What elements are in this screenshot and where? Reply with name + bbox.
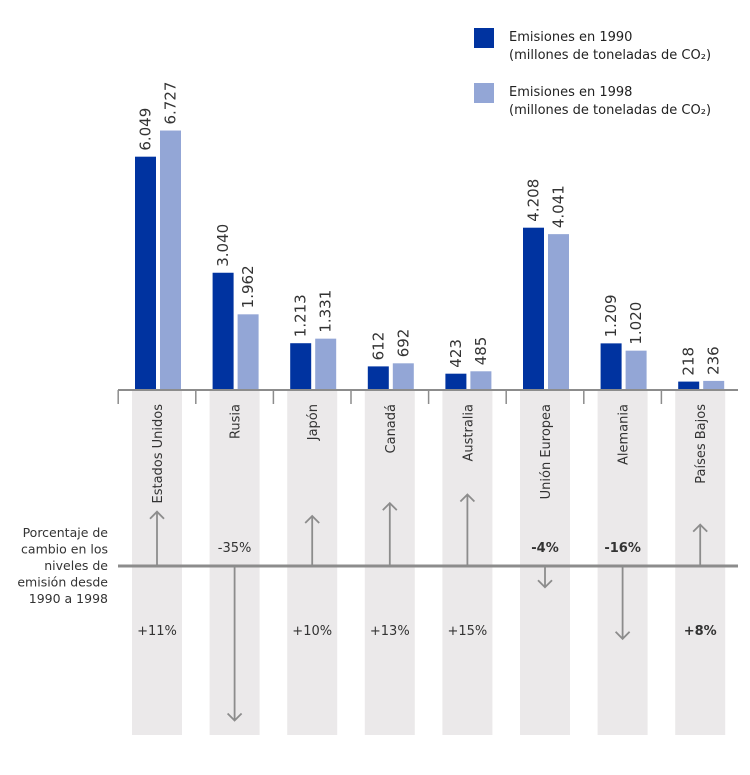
bar-1990-rusia	[212, 272, 234, 390]
change-label-países-bajos: +8%	[684, 624, 717, 639]
change-label-rusia: -35%	[218, 541, 252, 556]
category-label-japón: Japón	[306, 404, 321, 441]
change-labels: +11% -35% +10% +13% +15% -4% -16% +8%	[137, 541, 717, 639]
band-unión-europea	[520, 390, 570, 735]
bar-1998-países-bajos	[703, 380, 725, 390]
legend-label-1990: Emisiones en 1990	[509, 30, 632, 45]
change-label-japón: +10%	[292, 624, 332, 639]
change-arrowhead-canadá	[382, 501, 398, 511]
value-label-1990-canadá: 612	[369, 332, 387, 361]
change-arrows	[149, 493, 708, 722]
change-arrowhead-unión-europea	[537, 579, 553, 589]
bar-1998-unión-europea	[548, 234, 569, 390]
change-arrowhead-estados-unidos	[149, 510, 165, 520]
value-label-1990-japón: 1.213	[292, 294, 310, 337]
change-label-unión-europea: -4%	[531, 541, 558, 556]
bar-1998-japón	[315, 338, 337, 390]
value-label-1998-estados-unidos: 6.727	[162, 82, 180, 125]
bar-1990-australia	[445, 373, 467, 390]
value-label-1990-rusia: 3.040	[214, 224, 232, 267]
value-label-1998-australia: 485	[472, 337, 490, 366]
value-label-1998-unión-europea: 4.041	[550, 185, 568, 228]
legend-label-1998: Emisiones en 1998	[509, 85, 632, 100]
value-label-1990-australia: 423	[447, 339, 465, 368]
category-label-canadá: Canadá	[384, 404, 399, 453]
value-label-1998-japón: 1.331	[317, 290, 335, 333]
x-axis	[117, 389, 738, 568]
change-label-canadá: +13%	[370, 624, 410, 639]
legend-label-1998: (millones de toneladas de CO₂)	[509, 103, 711, 118]
bar-1990-estados-unidos	[135, 156, 156, 390]
category-label-unión-europea: Unión Europea	[539, 404, 554, 499]
bar-1998-rusia	[237, 314, 259, 390]
value-label-1990-países-bajos: 218	[680, 347, 698, 376]
change-arrowhead-rusia	[226, 712, 243, 722]
bar-1998-australia	[470, 371, 492, 390]
bar-1990-canadá	[367, 366, 389, 390]
legend-swatch-1990	[474, 28, 494, 48]
value-label-1998-países-bajos: 236	[705, 346, 723, 375]
category-label-rusia: Rusia	[229, 404, 244, 439]
legend-label-1990: (millones de toneladas de CO₂)	[509, 48, 711, 63]
change-label-estados-unidos: +11%	[137, 624, 177, 639]
category-bands	[132, 390, 726, 735]
value-label-1990-unión-europea: 4.208	[525, 179, 543, 222]
change-title-line: 1990 a 1998	[29, 591, 108, 606]
value-label-1998-canadá: 692	[394, 329, 412, 358]
change-title-line: cambio en los	[21, 542, 108, 557]
category-label-países-bajos: Países Bajos	[694, 404, 709, 484]
legend-swatch-1998	[474, 83, 494, 103]
bars	[135, 130, 725, 390]
bar-1990-alemania	[600, 343, 622, 390]
bar-1998-estados-unidos	[160, 130, 181, 390]
change-arrowhead-alemania	[614, 631, 631, 641]
value-label-1998-rusia: 1.962	[239, 265, 257, 308]
category-labels: Estados Unidos Rusia Japón Canadá Australia U…	[151, 404, 709, 504]
bar-1998-alemania	[625, 350, 647, 390]
change-arrowhead-japón	[304, 514, 320, 524]
category-label-alemania: Alemania	[617, 404, 632, 465]
change-title-line: emisión desde	[17, 575, 108, 590]
value-labels: 6.049 6.727 3.040 1.962 1.213 1.331 612 692 423 4…	[137, 82, 723, 376]
value-label-1990-estados-unidos: 6.049	[137, 108, 155, 151]
bar-1998-canadá	[392, 363, 414, 390]
change-title-line: Porcentaje de	[23, 525, 109, 540]
value-label-1990-alemania: 1.209	[602, 294, 620, 337]
category-label-estados-unidos: Estados Unidos	[151, 404, 166, 504]
change-arrowhead-países-bajos	[692, 523, 708, 533]
bar-1990-países-bajos	[678, 381, 700, 390]
change-title-line: niveles de	[44, 558, 108, 573]
bar-1990-unión-europea	[523, 227, 544, 390]
change-label-australia: +15%	[448, 624, 488, 639]
value-label-1998-alemania: 1.020	[627, 302, 645, 345]
legend: Emisiones en 1990 (millones de toneladas …	[474, 28, 711, 118]
change-label-alemania: -16%	[604, 541, 641, 556]
change-arrowhead-australia	[459, 493, 476, 503]
category-label-australia: Australia	[461, 404, 476, 462]
bar-1990-japón	[290, 343, 312, 390]
band-alemania	[597, 390, 648, 735]
